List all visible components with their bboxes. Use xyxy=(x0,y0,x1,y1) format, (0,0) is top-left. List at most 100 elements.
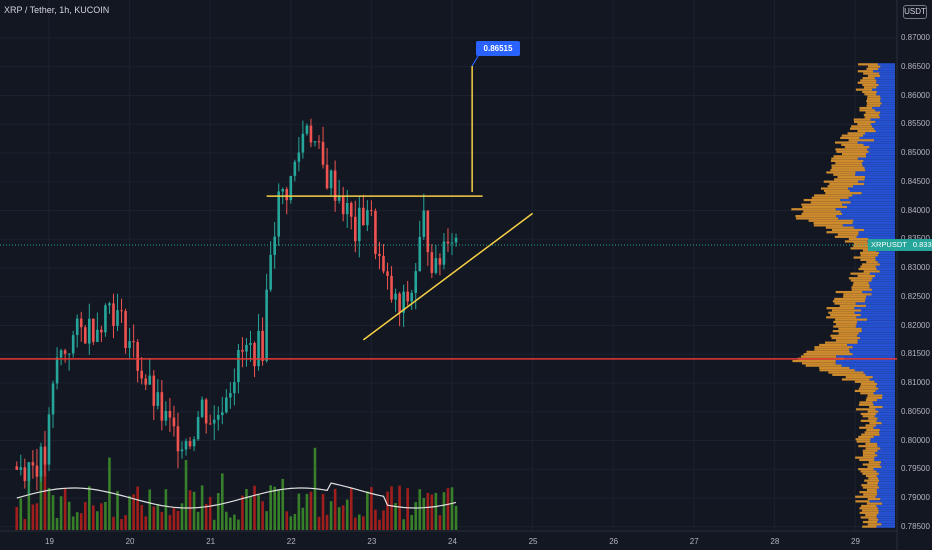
volume-bar xyxy=(450,487,454,530)
volume-profile-bar-up xyxy=(875,274,895,278)
volume-profile-bar-down xyxy=(860,392,874,395)
volume-profile-bar-up xyxy=(856,235,895,238)
candle-body xyxy=(402,291,405,313)
volume-profile-bar-up xyxy=(878,472,895,475)
volume-profile-bar-up xyxy=(875,495,895,498)
volume-bar xyxy=(241,495,244,530)
volume-profile-bar-down xyxy=(810,201,851,204)
volume-profile-bar-up xyxy=(870,440,895,443)
volume-bar xyxy=(148,489,152,530)
volume-profile-bar-down xyxy=(791,208,836,211)
price-axis-label: 0.78500 xyxy=(901,521,930,531)
volume-profile-bar-down xyxy=(848,238,869,241)
target-price-callout[interactable]: 0.86515 xyxy=(476,41,520,56)
candle-body xyxy=(430,252,434,273)
candle-body xyxy=(241,350,244,352)
volume-bar xyxy=(382,510,385,530)
volume-profile-bar-up xyxy=(862,290,895,294)
volume-profile-bar-down xyxy=(854,389,876,393)
volume-profile-bar-down xyxy=(867,481,879,485)
volume-profile-bar-down xyxy=(850,272,870,275)
volume-bar xyxy=(394,503,397,530)
volume-profile-bar-down xyxy=(860,385,876,388)
volume-profile-bar-up xyxy=(860,336,895,340)
volume-profile-bar-up xyxy=(858,332,895,335)
volume-bar xyxy=(144,516,148,530)
volume-bar xyxy=(358,514,361,530)
volume-profile-bar-up xyxy=(863,143,895,146)
volume-profile-bar-down xyxy=(855,456,875,459)
volume-profile-bar-up xyxy=(857,334,895,337)
volume-profile-bar-down xyxy=(865,474,877,478)
volume-profile-bar-down xyxy=(835,339,858,342)
volume-profile-bar-down xyxy=(844,240,868,243)
volume-profile-bar-up xyxy=(857,141,895,144)
volume-profile-bar-down xyxy=(853,256,876,259)
volume-profile-bar-down xyxy=(828,371,864,374)
volume-profile-bar-up xyxy=(877,520,895,524)
volume-profile-bar-up xyxy=(875,385,895,388)
volume-profile-bar-up xyxy=(865,300,895,303)
volume-profile-bar-up xyxy=(881,102,895,105)
candle-body xyxy=(253,343,256,367)
volume-profile-bar-up xyxy=(880,97,895,100)
volume-bar xyxy=(75,512,79,530)
volume-profile-bar-up xyxy=(880,111,895,114)
volume-bar xyxy=(88,486,91,530)
volume-profile-bar-up xyxy=(875,120,895,123)
drawings-layer[interactable] xyxy=(0,55,897,360)
volume-profile-bar-down xyxy=(859,426,874,429)
price-axis-label: 0.79000 xyxy=(901,493,930,502)
candle-body xyxy=(366,210,369,226)
candle-body xyxy=(168,410,172,418)
candle-body xyxy=(15,466,19,470)
volume-profile-bar-up xyxy=(879,428,895,432)
volume-profile-bar-up xyxy=(856,316,895,319)
volume-profile-bar-up xyxy=(878,511,895,514)
volume-profile-bar-down xyxy=(864,116,880,119)
volume-profile-bar-down xyxy=(861,504,877,508)
volume-bar xyxy=(426,492,430,530)
volume-bar xyxy=(79,513,83,530)
candle-body xyxy=(180,449,184,452)
volume-profile-bar-up xyxy=(877,442,895,445)
volume-profile-bar-up xyxy=(866,295,895,298)
candle-body xyxy=(410,292,413,302)
candle-body xyxy=(245,344,248,352)
volume-profile-bar-up xyxy=(872,376,895,379)
volume-profile-bar-up xyxy=(842,212,895,215)
candle-body xyxy=(144,378,148,385)
time-axis-label: 27 xyxy=(689,537,699,546)
volume-profile-bar-up xyxy=(877,63,895,66)
volume-profile-bar-down xyxy=(866,502,883,505)
volume-profile-bar-up xyxy=(860,313,895,317)
volume-profile-bar-down xyxy=(856,408,876,411)
volume-profile-bar-up xyxy=(879,251,895,255)
volume-profile-bar-up xyxy=(863,159,895,163)
volume-profile-bar-down xyxy=(835,162,862,165)
candle-body xyxy=(406,291,409,302)
volume-profile-bar-up xyxy=(880,74,895,77)
volume-bar xyxy=(345,499,349,530)
volume-profile-bar-up xyxy=(872,277,895,280)
volume-profile-bar-up xyxy=(876,491,895,494)
time-axis-label: 29 xyxy=(851,537,860,546)
volume-profile-bar-down xyxy=(866,428,880,432)
volume-profile-bar-down xyxy=(853,244,874,248)
volume-profile-bar-down xyxy=(835,323,857,326)
volume-bar xyxy=(442,492,446,530)
time-axis-label: 21 xyxy=(206,537,216,546)
volume-profile-bar-up xyxy=(863,228,895,232)
volume-profile-bar-up xyxy=(861,162,895,165)
candle-body xyxy=(249,343,252,345)
volume-profile-bar-down xyxy=(847,132,866,135)
volume-ma-line xyxy=(16,482,457,509)
volume-bar xyxy=(152,506,156,530)
volume-profile-bar-up xyxy=(878,477,895,480)
volume-profile-bar-up xyxy=(866,148,895,151)
volume-profile-bar-down xyxy=(848,139,875,142)
time-axis-label: 24 xyxy=(448,537,457,546)
currency-button[interactable]: USDT xyxy=(903,5,927,19)
volume-profile-bar-down xyxy=(803,353,853,356)
